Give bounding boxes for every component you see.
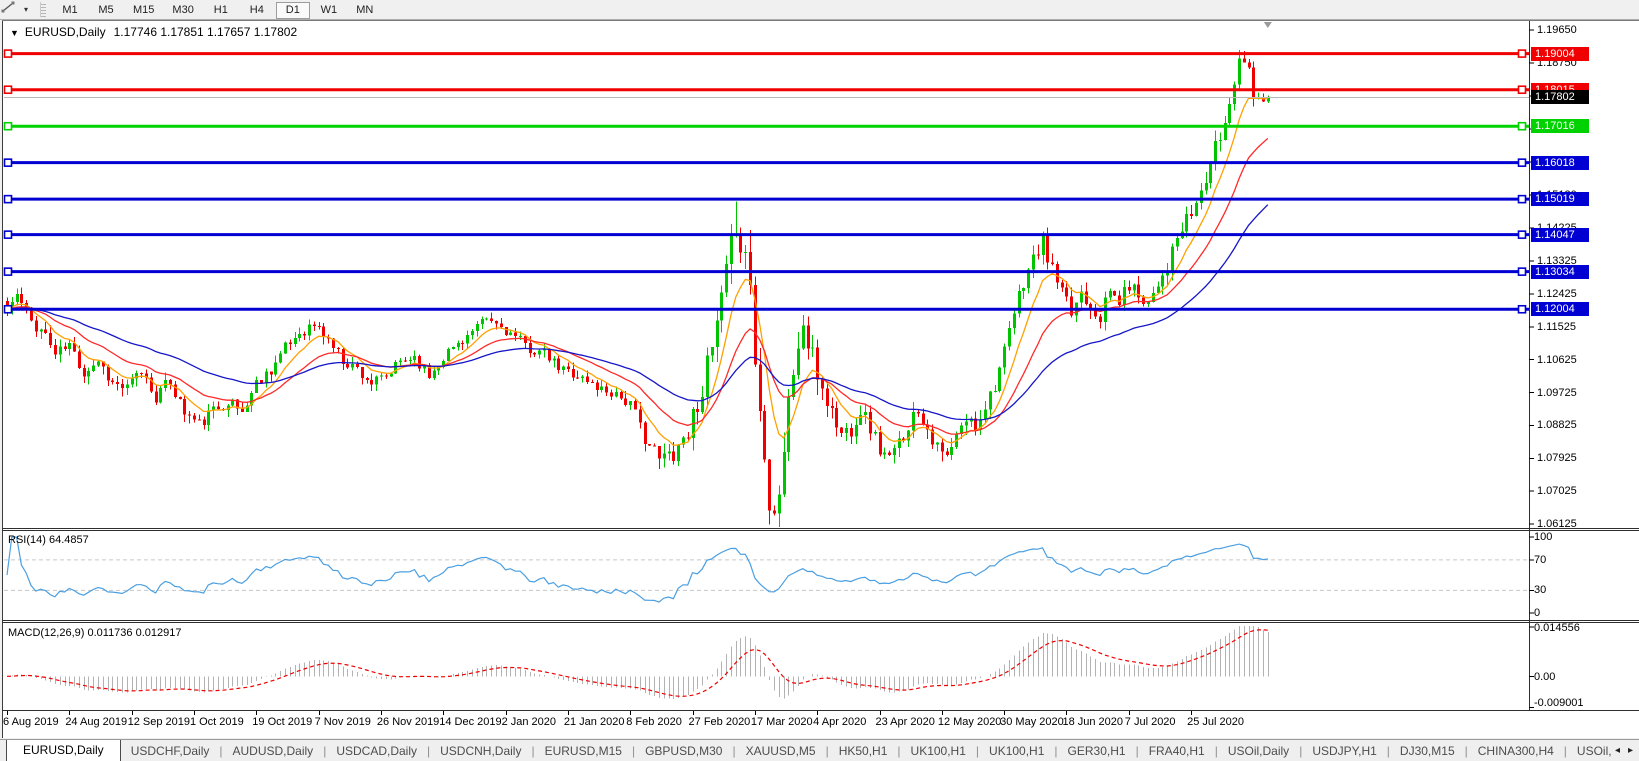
tab-separator: |	[975, 744, 980, 758]
ma-mid-line	[6, 137, 1269, 435]
chart-tab-gbpusd-m30[interactable]: GBPUSD,M30	[645, 744, 723, 758]
tab-separator: |	[897, 744, 901, 758]
timeframe-button-h1[interactable]: H1	[213, 4, 228, 16]
chart-tab-usdjpy-h1[interactable]: USDJPY,H1	[1312, 744, 1377, 758]
chart-tab-ger30-h1[interactable]: GER30,H1	[1067, 744, 1126, 758]
chart-tab-usdchf-daily[interactable]: USDCHF,Daily	[130, 744, 210, 758]
chart-shift-marker-icon[interactable]	[1263, 22, 1272, 28]
chart-tab-usdcad-daily[interactable]: USDCAD,Daily	[336, 744, 417, 758]
hline-object-1.19004[interactable]	[3, 49, 1529, 58]
chart-tab-china300-h4[interactable]: CHINA300,H4	[1477, 744, 1554, 758]
rsi-line	[6, 536, 1268, 603]
chart-tab-eurusd-m15[interactable]: EURUSD,M15	[544, 744, 622, 758]
ma-slow-line	[6, 204, 1269, 421]
tab-separator: |	[1563, 744, 1567, 758]
tab-scroll-right-button[interactable]: ▸	[1627, 745, 1633, 756]
tab-separator: |	[1135, 744, 1139, 758]
timeframe-button-m15[interactable]: M15	[133, 4, 155, 16]
tab-separator: |	[323, 744, 327, 758]
hline-object-1.17016[interactable]	[3, 121, 1529, 131]
chart-tab-usdcnh-daily[interactable]: USDCNH,Daily	[440, 744, 522, 758]
chart-tab-xauusd-m5[interactable]: XAUUSD,M5	[745, 744, 816, 758]
tab-separator: |	[531, 744, 535, 758]
hline-object-1.12004[interactable]	[3, 304, 1529, 314]
chart-tab-uk100-h1[interactable]: UK100,H1	[989, 744, 1045, 758]
chart-title-dropdown-icon[interactable]: ▼	[10, 28, 19, 38]
trendline-tool-icon	[1, 1, 15, 13]
hline-object-1.15019[interactable]	[3, 194, 1529, 204]
chart-tab-uk100-h1[interactable]: UK100,H1	[910, 744, 966, 758]
tab-separator: |	[825, 744, 829, 758]
hline-object-1.18015[interactable]	[3, 85, 1529, 95]
tab-separator: |	[427, 744, 431, 758]
tab-separator: |	[1299, 744, 1303, 758]
macd-signal-line	[6, 629, 1268, 697]
chart-tab-usoil-daily[interactable]: USOil,Daily	[1227, 744, 1290, 758]
timeframe-button-m30[interactable]: M30	[172, 4, 194, 16]
tab-separator: |	[1214, 744, 1218, 758]
tab-separator: |	[732, 744, 736, 758]
chart-tab-eurusd-daily[interactable]: EURUSD,Daily	[6, 740, 121, 761]
hline-object-1.13034[interactable]	[3, 267, 1529, 276]
timeframe-buttons: M1 M5 M15 M30 H1 H4 D1 W1 MN	[52, 0, 383, 19]
pane-borders	[2, 20, 1639, 738]
tab-separator: |	[1386, 744, 1390, 758]
timeframe-button-h4[interactable]: H4	[249, 4, 264, 16]
tab-scroll-left-button[interactable]: ◂	[1614, 745, 1620, 756]
tab-separator: |	[1464, 744, 1468, 758]
chart-tab-dj30-m15[interactable]: DJ30,M15	[1399, 744, 1455, 758]
timeframe-button-d1[interactable]: D1	[275, 2, 310, 19]
tab-separator: |	[1054, 744, 1058, 758]
ma-fast-line	[6, 97, 1268, 446]
chart-tab-bar: EURUSD,Daily USDCHF,Daily | AUDUSD,Daily | US…	[0, 739, 1639, 761]
trendline-tool-button[interactable]	[1, 1, 22, 18]
chart-tab-audusd-daily[interactable]: AUDUSD,Daily	[232, 744, 314, 758]
hline-object-1.14047[interactable]	[3, 230, 1529, 239]
timeframe-button-w1[interactable]: W1	[320, 4, 338, 16]
tool-dropdown-icon[interactable]: ▾	[24, 5, 29, 14]
tab-separator: |	[219, 744, 223, 758]
timeframe-button-m1[interactable]: M1	[62, 4, 78, 16]
chart-tabs: EURUSD,Daily USDCHF,Daily | AUDUSD,Daily | US…	[0, 740, 1630, 761]
tab-separator: |	[631, 744, 636, 758]
toolbar-gripper[interactable]	[40, 2, 47, 17]
timeframe-button-mn[interactable]: MN	[356, 4, 374, 16]
top-toolbar: ▾ M1 M5 M15 M30 H1 H4 D1 W1 MN	[0, 0, 1639, 20]
timeframe-button-m5[interactable]: M5	[98, 4, 114, 16]
chart-tab-usoil-h[interactable]: USOil,H	[1576, 744, 1621, 758]
chart-tab-fra40-h1[interactable]: FRA40,H1	[1148, 744, 1205, 758]
chart-tab-hk50-h1[interactable]: HK50,H1	[838, 744, 888, 758]
hline-object-1.16018[interactable]	[3, 158, 1529, 167]
